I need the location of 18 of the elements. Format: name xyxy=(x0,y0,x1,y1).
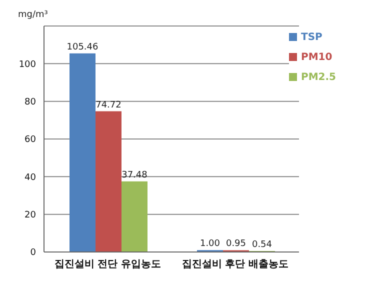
legend-label: PM2.5 xyxy=(301,72,336,83)
y-tick-label: 0 xyxy=(30,248,36,258)
y-axis-title: mg/m³ xyxy=(18,10,48,20)
y-tick-label: 100 xyxy=(18,60,36,70)
legend-label: PM10 xyxy=(301,52,332,63)
data-label: 37.48 xyxy=(122,170,148,180)
y-tick-label: 20 xyxy=(24,210,36,221)
data-label: 74.72 xyxy=(96,100,122,110)
legend-label: TSP xyxy=(301,32,322,43)
data-label: 105.46 xyxy=(66,42,99,52)
x-tick-label: 집진설비 후단 배출농도 xyxy=(182,259,289,270)
y-tick-label: 80 xyxy=(24,98,36,108)
data-label: 0.95 xyxy=(226,239,246,250)
data-label: 0.54 xyxy=(252,240,272,250)
y-tick-label: 40 xyxy=(24,172,36,183)
x-tick-label: 집진설비 전단 유입농도 xyxy=(54,259,162,270)
y-tick-label: 60 xyxy=(24,135,36,146)
data-label: 1.00 xyxy=(200,239,220,250)
